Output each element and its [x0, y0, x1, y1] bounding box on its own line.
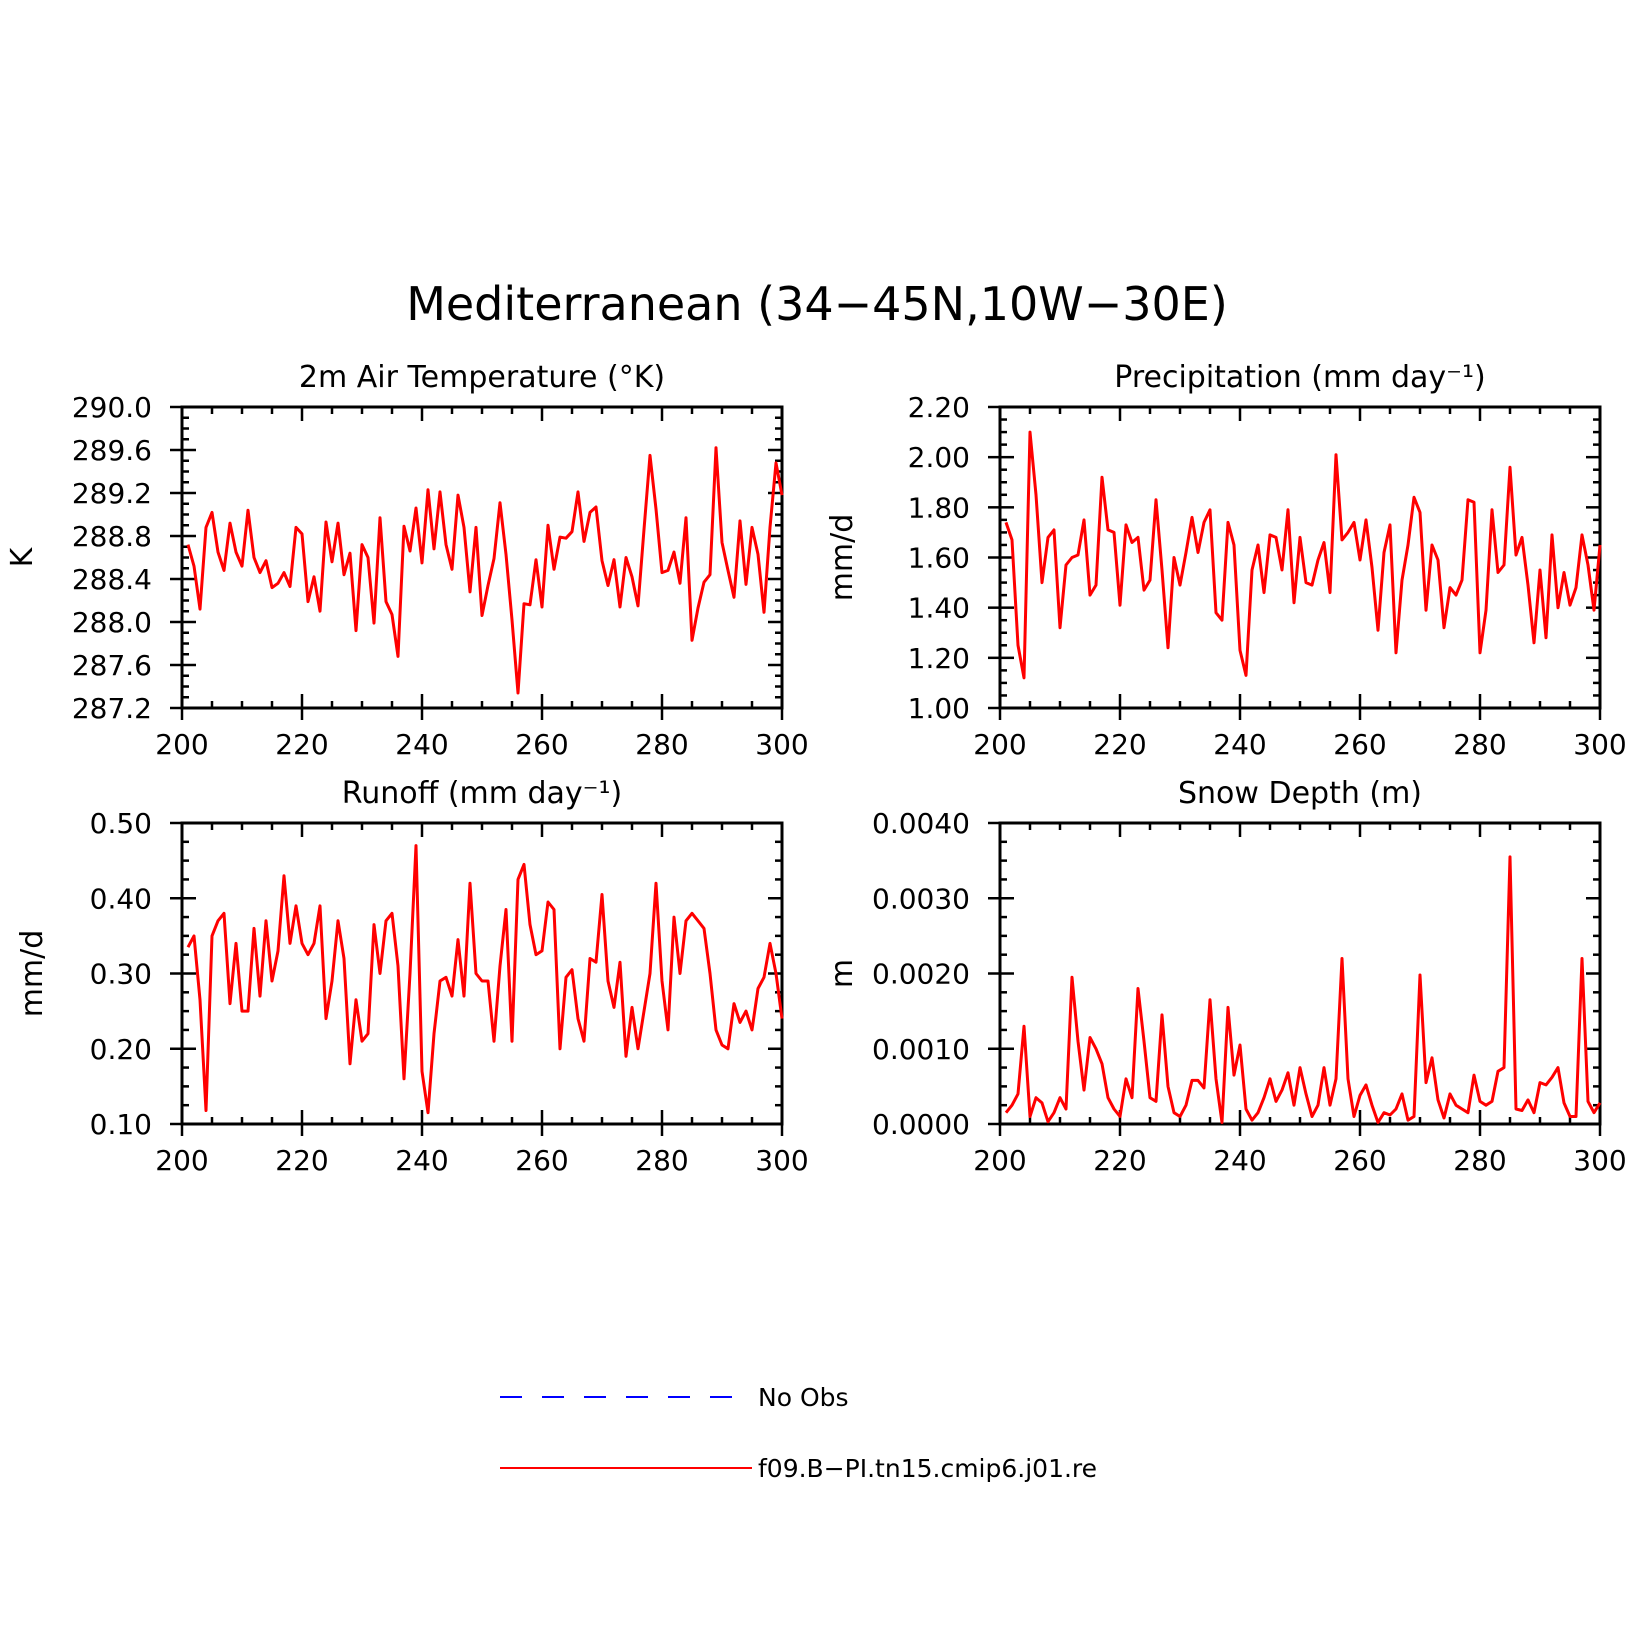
- legend-label-no-obs: No Obs: [758, 1383, 849, 1412]
- panel-precipitation: Precipitation (mm day⁻¹) mm/d 200 220 240 260…: [825, 360, 1627, 761]
- y-tick-label: 289.6: [72, 434, 152, 467]
- panel-air-temperature: 2m Air Temperature (°K) K 200 220 240 260 280 3…: [5, 360, 809, 761]
- series-line-runoff: [186, 844, 784, 1115]
- x-tick-label: 260: [1333, 1144, 1386, 1177]
- y-tick-label: 2.20: [908, 391, 970, 424]
- x-tick-label: 300: [1573, 728, 1626, 761]
- y-tick-label: 1.60: [908, 542, 970, 575]
- y-tick-label: 0.20: [90, 1033, 152, 1066]
- y-tick-label: 0.50: [90, 807, 152, 840]
- y-tick-label: 1.00: [908, 692, 970, 725]
- x-tick-label: 220: [275, 728, 328, 761]
- y-tick-label: 288.0: [72, 606, 152, 639]
- y-tick-label: 0.0020: [872, 958, 970, 991]
- x-tick-label: 260: [515, 1144, 568, 1177]
- series-line-snow-depth: [1004, 855, 1602, 1124]
- series-line-precipitation: [1004, 430, 1602, 680]
- x-tick-label: 240: [395, 728, 448, 761]
- chart-panels: 2m Air Temperature (°K) K 200 220 240 260 280 3…: [5, 360, 1627, 1177]
- x-tick-label: 220: [275, 1144, 328, 1177]
- x-tick-label: 220: [1093, 728, 1146, 761]
- x-tick-label: 200: [155, 1144, 208, 1177]
- y-tick-label: 288.4: [72, 563, 152, 596]
- x-tick-label: 280: [1453, 728, 1506, 761]
- plot-frame: [998, 405, 1602, 710]
- y-tick-label: 0.0000: [872, 1108, 970, 1141]
- x-tick-label: 280: [635, 728, 688, 761]
- x-tick-label: 240: [395, 1144, 448, 1177]
- panel-snow-depth: Snow Depth (m) m 200 220 240 260 280 300 0.0000 0…: [825, 776, 1627, 1177]
- y-tick-label: 0.0040: [872, 807, 970, 840]
- y-tick-label: 288.8: [72, 520, 152, 553]
- y-axis-label: mm/d: [15, 930, 50, 1018]
- main-title: Mediterranean (34−45N,10W−30E): [406, 277, 1228, 331]
- legend-label-model: f09.B−PI.tn15.cmip6.j01.re: [758, 1454, 1097, 1483]
- panel-title: Runoff (mm day⁻¹): [342, 776, 623, 811]
- x-tick-label: 300: [755, 728, 808, 761]
- x-tick-label: 260: [515, 728, 568, 761]
- series-line-air-temperature: [186, 446, 784, 695]
- y-tick-label: 287.2: [72, 692, 152, 725]
- panel-title: 2m Air Temperature (°K): [299, 360, 665, 395]
- x-tick-label: 280: [1453, 1144, 1506, 1177]
- x-tick-label: 200: [973, 728, 1026, 761]
- x-tick-label: 300: [1573, 1144, 1626, 1177]
- y-axis-label: m: [825, 959, 860, 988]
- y-tick-label: 0.0010: [872, 1033, 970, 1066]
- y-tick-label: 1.40: [908, 592, 970, 625]
- x-tick-label: 240: [1213, 728, 1266, 761]
- x-tick-label: 260: [1333, 728, 1386, 761]
- y-tick-label: 0.40: [90, 882, 152, 915]
- y-tick-label: 0.10: [90, 1108, 152, 1141]
- panel-title: Snow Depth (m): [1178, 776, 1422, 811]
- panel-runoff: Runoff (mm day⁻¹) mm/d 200 220 240 260 280 300 0…: [15, 776, 809, 1177]
- x-tick-label: 220: [1093, 1144, 1146, 1177]
- plot-frame: [180, 405, 784, 710]
- y-tick-label: 1.80: [908, 491, 970, 524]
- y-axis-label: mm/d: [825, 514, 860, 602]
- x-tick-label: 200: [155, 728, 208, 761]
- x-tick-label: 300: [755, 1144, 808, 1177]
- x-tick-label: 240: [1213, 1144, 1266, 1177]
- y-tick-label: 2.00: [908, 441, 970, 474]
- x-tick-label: 280: [635, 1144, 688, 1177]
- y-tick-label: 0.30: [90, 958, 152, 991]
- y-tick-label: 0.0030: [872, 882, 970, 915]
- x-tick-label: 200: [973, 1144, 1026, 1177]
- y-tick-label: 1.20: [908, 642, 970, 675]
- y-tick-label: 287.6: [72, 649, 152, 682]
- y-tick-label: 290.0: [72, 391, 152, 424]
- panel-title: Precipitation (mm day⁻¹): [1114, 360, 1485, 395]
- y-tick-label: 289.2: [72, 477, 152, 510]
- y-axis-label: K: [5, 546, 40, 567]
- legend: No Obs f09.B−PI.tn15.cmip6.j01.re: [500, 1383, 1097, 1483]
